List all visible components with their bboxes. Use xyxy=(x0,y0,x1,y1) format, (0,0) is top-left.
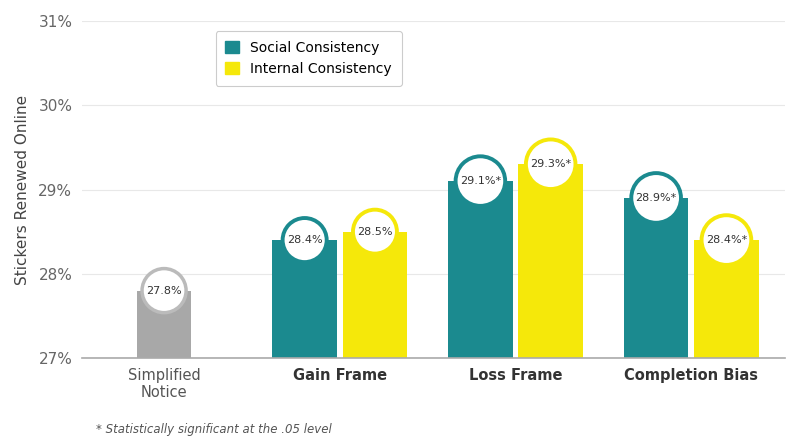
Bar xyxy=(518,164,583,358)
Text: 28.9%*: 28.9%* xyxy=(635,193,677,203)
Text: 27.8%: 27.8% xyxy=(146,286,182,295)
Text: 28.4%*: 28.4%* xyxy=(706,235,747,245)
Bar xyxy=(137,291,191,358)
Text: 28.4%: 28.4% xyxy=(287,235,322,245)
Bar xyxy=(448,181,513,358)
Text: 29.3%*: 29.3%* xyxy=(530,159,571,169)
Bar xyxy=(342,232,407,358)
Text: 29.1%*: 29.1%* xyxy=(460,176,501,186)
Bar xyxy=(624,198,688,358)
Text: 28.5%: 28.5% xyxy=(357,227,393,237)
Y-axis label: Stickers Renewed Online: Stickers Renewed Online xyxy=(15,94,30,284)
Legend: Social Consistency, Internal Consistency: Social Consistency, Internal Consistency xyxy=(215,31,402,86)
Text: * Statistically significant at the .05 level: * Statistically significant at the .05 l… xyxy=(96,423,332,436)
Bar xyxy=(694,240,758,358)
Bar xyxy=(273,240,337,358)
